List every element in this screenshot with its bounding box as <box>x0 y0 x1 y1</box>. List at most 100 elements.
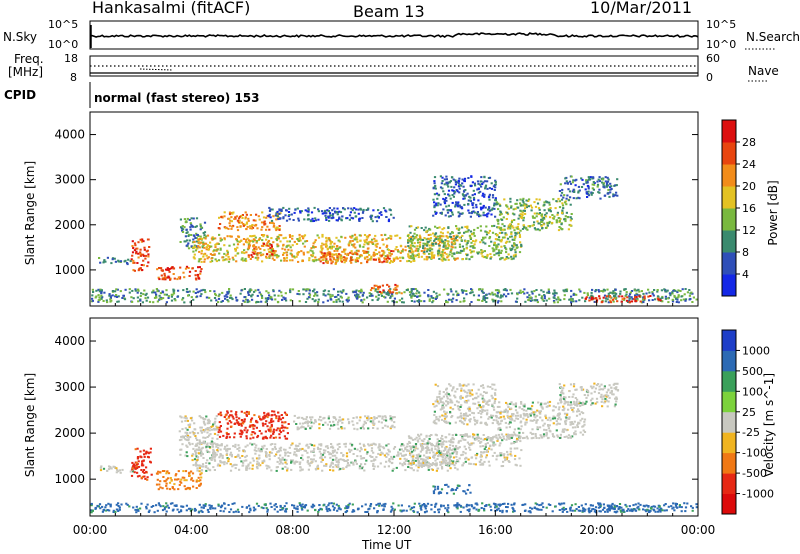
nsky-panel-frame <box>89 20 699 50</box>
time-tick-label: 00:00 <box>681 523 716 537</box>
time-tick-label: 20:00 <box>579 523 614 537</box>
power-echo-region <box>156 265 203 281</box>
velocity-colorbar-cell <box>722 370 736 392</box>
power-colorbar-tick-label: 24 <box>742 158 756 171</box>
nsearch-label: N.Search <box>746 30 800 44</box>
freq-unit-label: [MHz] <box>8 65 44 79</box>
power-echo-region <box>319 249 396 265</box>
power-echo-region <box>369 283 403 295</box>
power-colorbar-tick-label: 16 <box>742 202 756 215</box>
power-echo-region <box>558 175 619 200</box>
velocity-echo-region <box>587 504 661 514</box>
velocity-colorbar-tick-label: -1000 <box>742 488 774 501</box>
nsky-tick-top: 10^5 <box>48 18 79 31</box>
velocity-colorbar-cell <box>722 432 736 454</box>
velocity-colorbar-tick-label: -500 <box>742 467 767 480</box>
velocity-echo-region <box>130 447 153 481</box>
velocity-colorbar-cell <box>722 473 736 494</box>
power-echo-region <box>90 288 698 304</box>
velocity-colorbar-tick-label: 25 <box>742 406 756 419</box>
power-colorbar-cell <box>722 274 736 297</box>
power-ytick-label: 1000 <box>54 263 85 277</box>
velocity-echo-region <box>217 410 290 440</box>
velocity-colorbar-cell <box>722 350 736 372</box>
nsearch-tick-bottom: 10^0 <box>706 38 737 51</box>
station-title: Hankasalmi (fitACF) <box>92 0 251 17</box>
cpid-mode: normal (fast stereo) 153 <box>94 91 260 105</box>
velocity-ytick-label: 4000 <box>54 334 85 348</box>
velocity-ytick-label: 3000 <box>54 380 85 394</box>
velocity-echo-region <box>191 442 460 472</box>
freq-tick-bottom: 8 <box>70 71 77 84</box>
power-colorbar-cell <box>722 252 736 275</box>
velocity-echo-region <box>432 483 472 495</box>
cpid-label: CPID <box>4 88 37 102</box>
power-echo-region <box>130 238 151 272</box>
power-colorbar-tick-label: 8 <box>742 246 749 259</box>
power-ytick-label: 4000 <box>54 128 85 142</box>
freq-label: Freq. <box>14 52 44 66</box>
power-colorbar-tick-label: 28 <box>742 136 756 149</box>
velocity-colorbar-cell <box>722 493 736 515</box>
velocity-colorbar-tick-label: -100 <box>742 447 767 460</box>
nsky-label: N.Sky <box>3 30 38 44</box>
power-colorbar-tick-label: 12 <box>742 224 756 237</box>
nave-label: Nave <box>748 64 779 78</box>
velocity-echo-region <box>178 415 219 459</box>
power-ytick-label: 3000 <box>54 173 85 187</box>
power-colorbar-cell <box>722 208 736 231</box>
velocity-colorbar-cell <box>722 411 736 433</box>
velocity-echo-region <box>407 433 523 468</box>
power-echo-region <box>267 206 395 223</box>
velocity-echo-region <box>558 382 620 408</box>
power-colorbar-cell <box>722 142 736 165</box>
velocity-colorbar-tick-label: 1000 <box>742 344 770 357</box>
freq-deviation <box>139 68 173 71</box>
velocity-echo-region <box>293 414 396 431</box>
date-title: 10/Mar/2011 <box>590 0 693 17</box>
power-echo-region <box>179 217 207 250</box>
freq-tick-top: 18 <box>64 52 78 65</box>
time-tick-label: 00:00 <box>73 523 108 537</box>
power-colorbar-cell <box>722 120 736 143</box>
velocity-echo-region <box>155 470 203 491</box>
power-colorbar-cell <box>722 164 736 187</box>
time-xlabel: Time UT <box>362 538 412 552</box>
time-tick-label: 08:00 <box>275 523 310 537</box>
nave-tick-bottom: 0 <box>706 71 713 84</box>
velocity-colorbar-cell <box>722 330 736 351</box>
power-echo-region <box>495 197 573 232</box>
time-tick-label: 04:00 <box>174 523 209 537</box>
power-echo-region <box>584 295 662 304</box>
nave-tick-top: 60 <box>706 52 720 65</box>
power-echo-region <box>217 211 282 232</box>
velocity-colorbar-tick-label: 500 <box>742 365 763 378</box>
power-panel-bg <box>90 112 698 306</box>
time-tick-label: 12:00 <box>377 523 412 537</box>
power-echo-region <box>98 256 132 266</box>
power-colorbar-cell <box>722 230 736 253</box>
velocity-echo-region <box>99 465 136 474</box>
velocity-ytick-label: 2000 <box>54 426 85 440</box>
velocity-colorbar-tick-label: 100 <box>742 385 763 398</box>
beam-title: Beam 13 <box>353 2 425 21</box>
power-colorbar-tick-label: 20 <box>742 180 756 193</box>
velocity-colorbar-cell <box>722 391 736 413</box>
velocity-colorbar-frame <box>721 329 737 515</box>
power-ytick-label: 2000 <box>54 218 85 232</box>
power-echo-region <box>406 224 523 261</box>
nsearch-tick-top: 10^5 <box>706 18 737 31</box>
power-colorbar-cell <box>722 186 736 209</box>
power-colorbar-tick-label: 4 <box>742 268 749 281</box>
velocity-ytick-label: 1000 <box>54 472 85 486</box>
velocity-colorbar-tick-label: -25 <box>742 426 760 439</box>
nsky-trace <box>89 32 699 38</box>
power-echo-region <box>432 175 498 218</box>
nsky-tick-bottom: 10^0 <box>48 38 79 51</box>
velocity-echo-region <box>495 400 587 440</box>
time-tick-label: 16:00 <box>478 523 513 537</box>
power-echo-region <box>247 242 275 258</box>
velocity-echo-region <box>432 383 498 426</box>
velocity-colorbar-cell <box>722 452 736 474</box>
